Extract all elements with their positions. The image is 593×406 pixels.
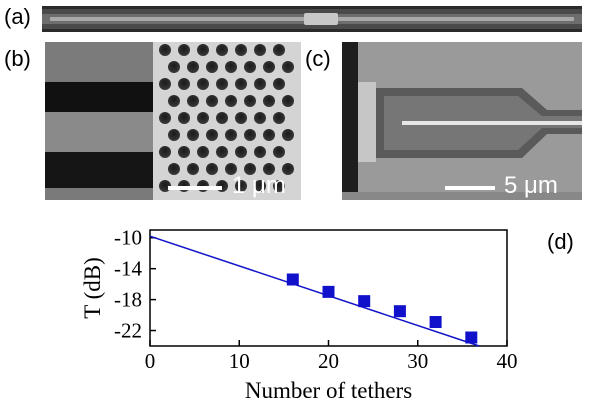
crystal-hole (254, 146, 266, 158)
x-tick-label: 0 (145, 349, 156, 373)
crystal-hole (187, 95, 199, 107)
crystal-hole (273, 44, 285, 56)
crystal-hole (282, 129, 294, 141)
crystal-hole (282, 163, 294, 175)
data-point (393, 305, 406, 318)
crystal-hole (197, 112, 209, 124)
crystal-hole (254, 44, 266, 56)
crystal-hole (235, 180, 247, 192)
crystal-hole (244, 61, 256, 73)
crystal-hole (206, 163, 218, 175)
x-tick-label: 30 (407, 349, 428, 373)
crystal-hole (168, 95, 180, 107)
crystal-hole (263, 129, 275, 141)
crystal-hole (187, 163, 199, 175)
crystal-hole (159, 78, 171, 90)
crystal-hole (225, 95, 237, 107)
sem-image-photonic-crystal (45, 42, 301, 200)
y-axis-label: T (dB) (80, 257, 105, 319)
crystal-hole (282, 95, 294, 107)
data-point (322, 285, 335, 298)
x-tick-label: 40 (497, 349, 518, 373)
crystal-hole (206, 95, 218, 107)
scale-bar-c (445, 186, 495, 190)
crystal-hole (187, 61, 199, 73)
data-point (429, 316, 442, 329)
crystal-hole (168, 163, 180, 175)
crystal-hole (235, 112, 247, 124)
crystal-hole (178, 44, 190, 56)
crystal-hole (263, 61, 275, 73)
crystal-hole (216, 78, 228, 90)
y-tick-label: -18 (114, 288, 142, 312)
crystal-hole (206, 61, 218, 73)
crystal-hole (225, 163, 237, 175)
crystal-hole (263, 163, 275, 175)
crystal-hole (225, 61, 237, 73)
crystal-hole (273, 146, 285, 158)
y-tick-label: -10 (114, 226, 142, 250)
crystal-hole (273, 112, 285, 124)
crystal-hole (159, 112, 171, 124)
crystal-hole (187, 129, 199, 141)
crystal-hole (178, 112, 190, 124)
crystal-hole (273, 78, 285, 90)
crystal-hole (178, 146, 190, 158)
crystal-hole (235, 146, 247, 158)
x-axis-label: Number of tethers (245, 378, 412, 403)
y-tick-label: -14 (114, 257, 142, 281)
crystal-hole (216, 112, 228, 124)
crystal-hole (216, 146, 228, 158)
scale-bar-b (168, 186, 222, 190)
fit-line (149, 235, 480, 347)
x-tick-label: 20 (318, 349, 339, 373)
crystal-hole (159, 44, 171, 56)
crystal-hole (244, 163, 256, 175)
crystal-hole (178, 78, 190, 90)
crystal-hole (282, 61, 294, 73)
crystal-hole (197, 44, 209, 56)
crystal-hole (168, 61, 180, 73)
crystal-hole (235, 78, 247, 90)
data-point (358, 295, 371, 308)
crystal-hole (168, 129, 180, 141)
data-point (465, 331, 478, 344)
crystal-hole (273, 180, 285, 192)
crystal-hole (263, 95, 275, 107)
panel-c-label: (c) (305, 46, 331, 71)
crystal-hole (254, 78, 266, 90)
crystal-hole (159, 146, 171, 158)
crystal-hole (216, 44, 228, 56)
crystal-hole (235, 44, 247, 56)
sem-image-suspended-waveguide (342, 42, 582, 200)
crystal-hole (225, 129, 237, 141)
data-point (286, 273, 299, 286)
crystal-hole (244, 129, 256, 141)
y-tick-label: -22 (114, 319, 142, 343)
panel-a-label: (a) (4, 4, 31, 29)
crystal-hole (244, 95, 256, 107)
crystal-hole (197, 78, 209, 90)
sem-image-waveguide-overview (42, 6, 582, 32)
crystal-hole (197, 146, 209, 158)
scale-text-b: 1 μm (232, 172, 286, 199)
scale-text-c: 5 μm (504, 172, 558, 199)
panel-d-label: (d) (547, 229, 574, 254)
panel-b-label: (b) (4, 46, 31, 71)
crystal-hole (254, 112, 266, 124)
crystal-hole (206, 129, 218, 141)
x-tick-label: 10 (229, 349, 250, 373)
crystal-hole (254, 180, 266, 192)
